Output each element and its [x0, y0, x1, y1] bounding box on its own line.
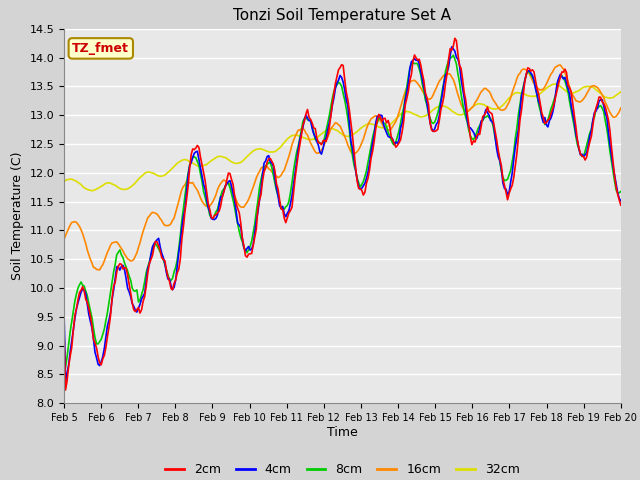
8cm: [244, 247, 252, 253]
8cm: [588, 127, 595, 132]
32cm: [88, 188, 96, 193]
4cm: [589, 117, 596, 123]
4cm: [60, 308, 68, 314]
4cm: [130, 303, 138, 309]
32cm: [228, 159, 236, 165]
8cm: [254, 198, 262, 204]
16cm: [305, 136, 313, 142]
Legend: 2cm, 4cm, 8cm, 16cm, 32cm: 2cm, 4cm, 8cm, 16cm, 32cm: [160, 458, 525, 480]
16cm: [60, 237, 68, 242]
4cm: [255, 198, 263, 204]
Title: Tonzi Soil Temperature Set A: Tonzi Soil Temperature Set A: [234, 9, 451, 24]
16cm: [556, 62, 564, 68]
Line: 2cm: 2cm: [64, 38, 621, 390]
16cm: [130, 256, 138, 262]
4cm: [228, 183, 236, 189]
32cm: [552, 81, 559, 87]
2cm: [130, 307, 138, 312]
2cm: [60, 325, 68, 331]
4cm: [61, 379, 69, 384]
4cm: [448, 44, 456, 50]
8cm: [449, 52, 457, 58]
16cm: [589, 83, 596, 89]
X-axis label: Time: Time: [327, 426, 358, 439]
8cm: [226, 185, 234, 191]
32cm: [255, 146, 263, 152]
8cm: [303, 117, 311, 123]
2cm: [589, 123, 596, 129]
16cm: [617, 105, 625, 111]
32cm: [130, 181, 138, 187]
2cm: [617, 203, 625, 208]
8cm: [129, 286, 136, 291]
Line: 8cm: 8cm: [64, 55, 621, 373]
Text: TZ_fmet: TZ_fmet: [72, 42, 129, 55]
16cm: [246, 193, 254, 199]
4cm: [305, 118, 313, 123]
32cm: [305, 137, 313, 143]
Line: 32cm: 32cm: [64, 84, 621, 191]
32cm: [60, 179, 68, 184]
Y-axis label: Soil Temperature (C): Soil Temperature (C): [11, 152, 24, 280]
32cm: [589, 84, 596, 90]
2cm: [255, 197, 263, 203]
Line: 4cm: 4cm: [64, 47, 621, 382]
2cm: [451, 36, 459, 41]
32cm: [246, 151, 254, 156]
2cm: [305, 114, 313, 120]
4cm: [246, 247, 254, 253]
Line: 16cm: 16cm: [64, 65, 621, 270]
2cm: [228, 177, 236, 182]
32cm: [617, 89, 625, 95]
2cm: [246, 251, 254, 257]
16cm: [96, 267, 104, 273]
16cm: [228, 186, 236, 192]
8cm: [60, 370, 68, 376]
4cm: [617, 198, 625, 204]
16cm: [255, 169, 263, 175]
2cm: [61, 387, 69, 393]
8cm: [617, 189, 625, 194]
